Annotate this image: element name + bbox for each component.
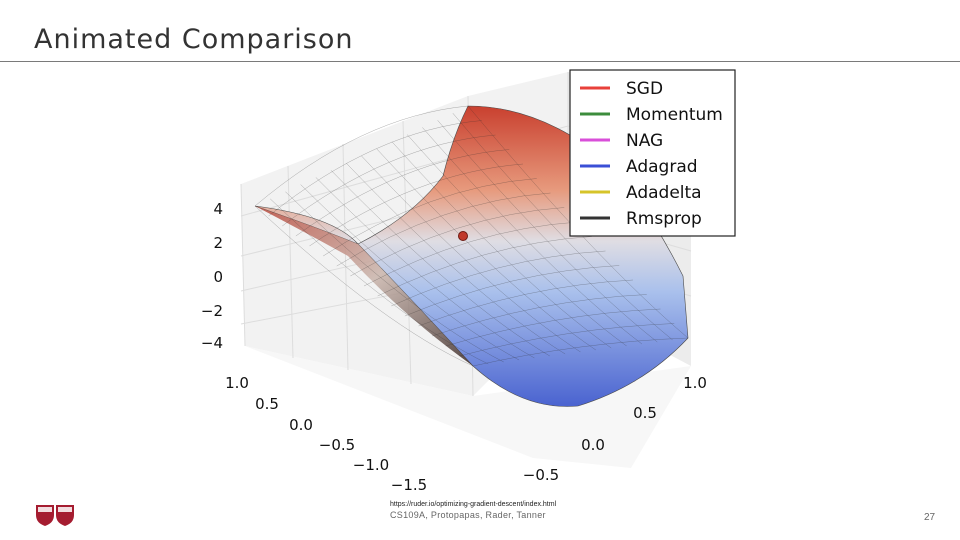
y-tick-label: −1.5	[391, 476, 427, 494]
saddle-surface-figure: 4 2 0 −2 −4 1.0 0.5 0.0 −0.5 −1.0 −1.5 1.0 0.5 0.0−…	[183, 66, 744, 498]
z-tick-label: −2	[201, 302, 223, 320]
y-tick-label: 1.0	[225, 374, 249, 392]
legend: SGD Momentum NAG Adagrad Adadelta Rmsprop	[569, 69, 736, 237]
z-axis-ticks: 4 2 0 −2 −4	[201, 200, 223, 352]
y-tick-label: 0.5	[255, 395, 279, 413]
source-url[interactable]: https://ruder.io/optimizing-gradient-des…	[390, 501, 557, 508]
slide-footer: CS109A, Protopapas, Rader, Tanner	[390, 510, 546, 520]
z-tick-label: 2	[213, 234, 223, 252]
z-tick-label: 4	[213, 200, 223, 218]
x-tick-label: 0.5	[633, 404, 657, 422]
legend-label: NAG	[626, 131, 663, 151]
legend-label: SGD	[626, 79, 663, 99]
legend-label: Adadelta	[626, 183, 702, 203]
legend-label: Momentum	[626, 105, 723, 125]
y-tick-label: −1.0	[353, 456, 389, 474]
legend-label: Rmsprop	[626, 209, 702, 229]
slide-title: Animated Comparison	[34, 24, 354, 55]
y-tick-label: 0.0	[289, 416, 313, 434]
x-tick-label: −0.5	[523, 466, 559, 484]
y-axis-ticks: 1.0 0.5 0.0 −0.5 −1.0−1.5	[225, 374, 427, 494]
surface-mesh	[254, 105, 689, 367]
university-shields-logo	[36, 505, 74, 526]
page-number: 27	[924, 512, 936, 523]
x-tick-label: 1.0	[683, 374, 707, 392]
x-axis-ticks: 1.0 0.5 0.0 −0.5	[523, 374, 707, 484]
z-tick-label: −4	[201, 334, 223, 352]
legend-label: Adagrad	[626, 157, 698, 177]
x-tick-label: 0.0	[581, 436, 605, 454]
title-divider	[0, 61, 960, 62]
z-tick-label: 0	[213, 268, 223, 286]
saddle-surface-plot: 420−2−4 1.00.50.0−0.5−1.0−1.5 1.00.50.0−…	[201, 69, 736, 494]
y-tick-label: −0.5	[319, 436, 355, 454]
start-point-marker	[458, 231, 468, 241]
